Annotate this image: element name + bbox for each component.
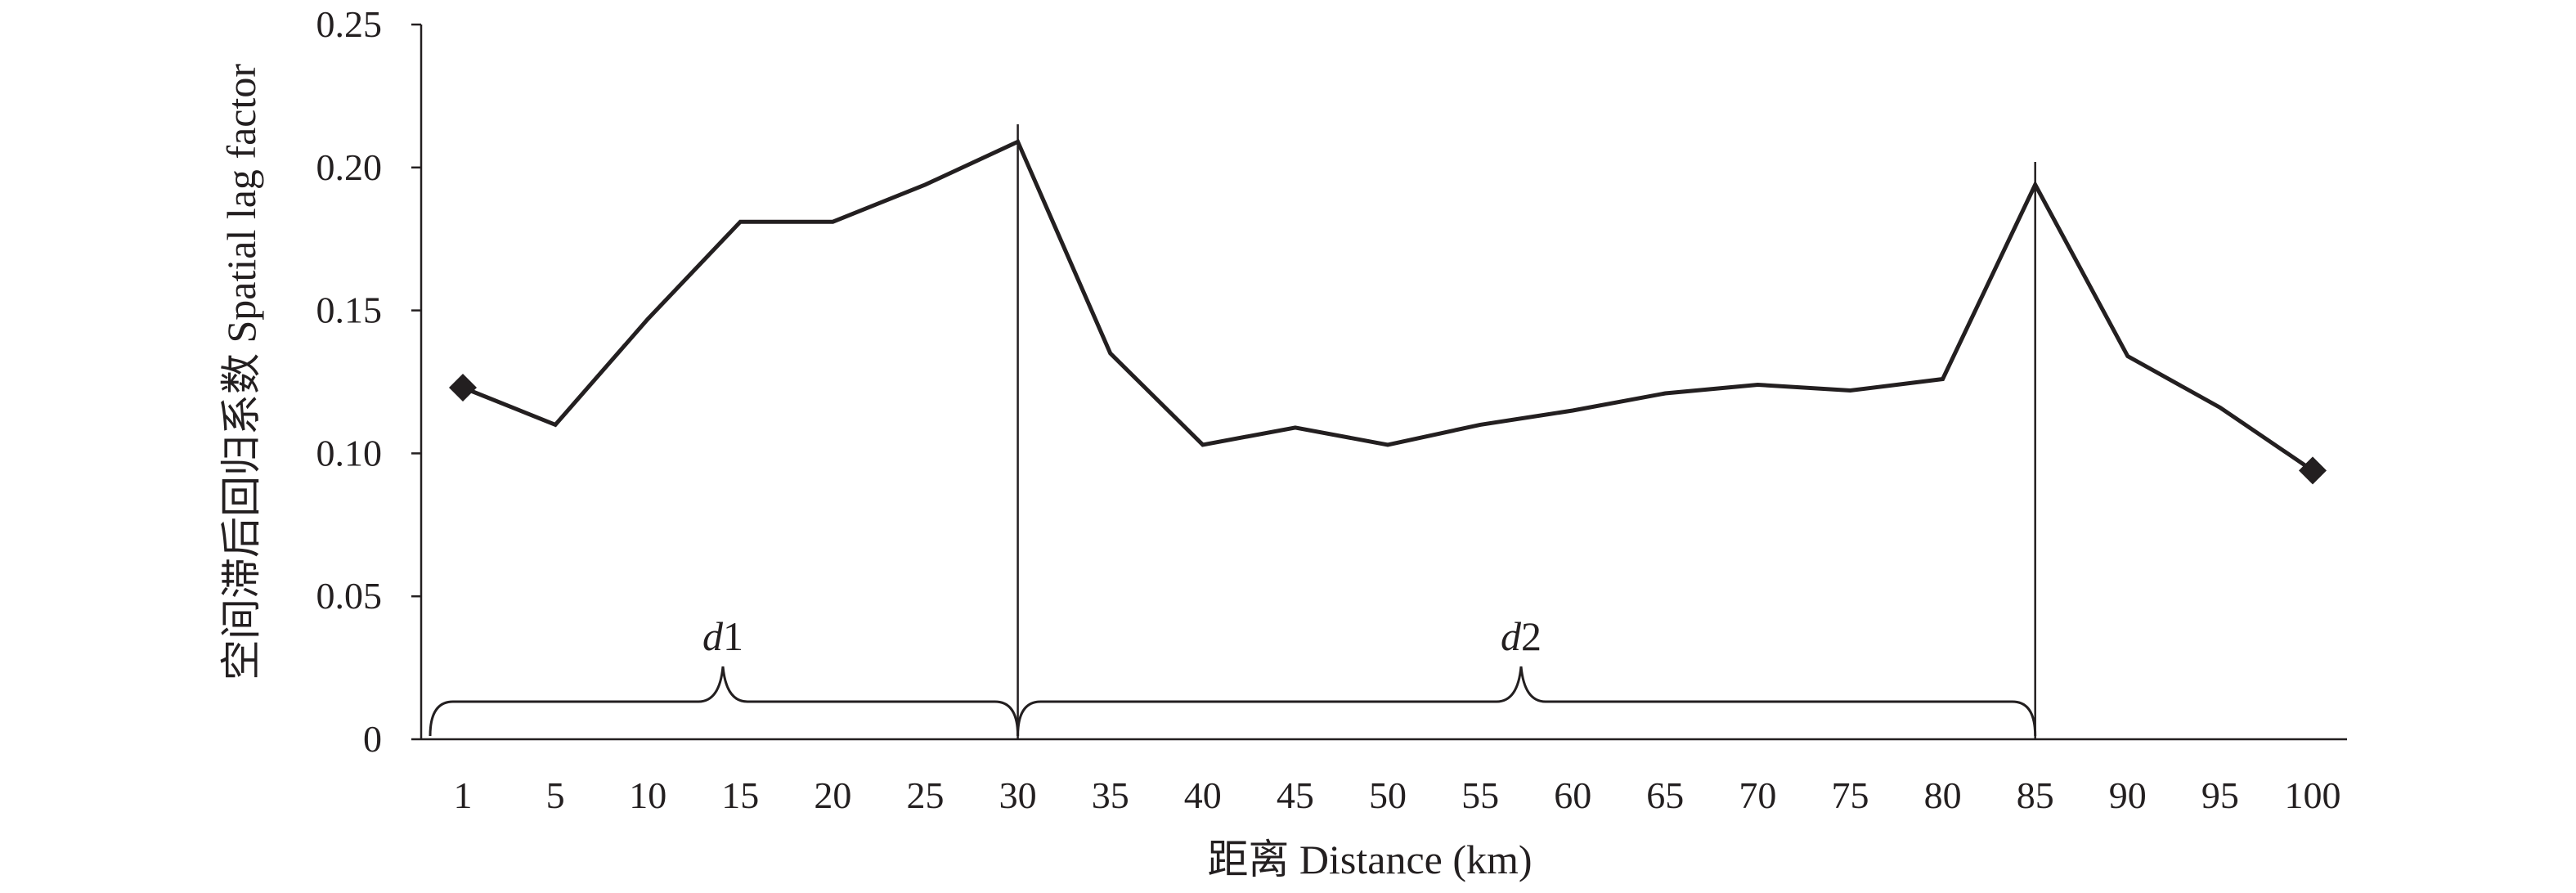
brace-label-italic: d xyxy=(702,613,724,659)
x-axis-title: 距离 Distance (km) xyxy=(1207,837,1532,882)
x-tick-label: 40 xyxy=(1184,774,1222,816)
x-tick-label: 80 xyxy=(1924,774,1962,816)
brace-label-d1: d1 xyxy=(702,613,743,659)
x-tick-label: 90 xyxy=(2109,774,2147,816)
x-tick-label: 85 xyxy=(2017,774,2054,816)
brace-d2 xyxy=(1016,666,2037,737)
data-point-marker-1 xyxy=(449,373,477,402)
y-tick-label: 0.15 xyxy=(316,289,383,331)
brace-label-number: 2 xyxy=(1521,613,1542,659)
x-tick-label: 95 xyxy=(2201,774,2239,816)
data-point-marker-100 xyxy=(2299,456,2327,485)
x-tick-label: 10 xyxy=(629,774,666,816)
x-tick-label: 20 xyxy=(814,774,851,816)
y-axis-title: 空间滞后回归系数 Spatial lag factor xyxy=(218,64,264,680)
x-axis-ticks: 1 5 10 15 20 25 30 35 40 45 50 55 60 65 70 75 80 85 90 95 10… xyxy=(454,774,2341,816)
x-tick-label: 25 xyxy=(907,774,945,816)
x-tick-label: 5 xyxy=(546,774,565,816)
x-tick-label: 35 xyxy=(1092,774,1129,816)
y-tick-label: 0.25 xyxy=(316,3,383,45)
x-tick-label: 1 xyxy=(454,774,473,816)
x-tick-label: 50 xyxy=(1369,774,1407,816)
brace-label-d2: d2 xyxy=(1501,613,1542,659)
x-tick-label: 65 xyxy=(1646,774,1684,816)
brace-d1 xyxy=(429,666,1020,737)
brace-label-number: 1 xyxy=(723,613,743,659)
y-tick-label: 0.20 xyxy=(316,146,383,188)
y-tick-label: 0 xyxy=(363,718,382,760)
x-tick-label: 75 xyxy=(1832,774,1869,816)
x-tick-label: 15 xyxy=(721,774,759,816)
series-line-0 xyxy=(462,138,2314,473)
x-tick-label: 45 xyxy=(1277,774,1314,816)
axes xyxy=(420,25,2347,741)
x-tick-label: 60 xyxy=(1554,774,1591,816)
x-tick-label: 100 xyxy=(2285,774,2341,816)
y-tick-label: 0.05 xyxy=(316,575,383,617)
x-tick-label: 55 xyxy=(1461,774,1499,816)
distance-braces: d1 d2 xyxy=(429,613,2037,737)
y-axis-ticks: 0 0.05 0.10 0.15 0.20 0.25 xyxy=(316,3,421,760)
vertical-lines xyxy=(1016,124,2036,739)
brace-label-italic: d xyxy=(1501,613,1522,659)
series-group xyxy=(449,138,2327,485)
x-tick-label: 70 xyxy=(1739,774,1776,816)
y-tick-label: 0.10 xyxy=(316,432,383,473)
x-tick-label: 30 xyxy=(999,774,1037,816)
